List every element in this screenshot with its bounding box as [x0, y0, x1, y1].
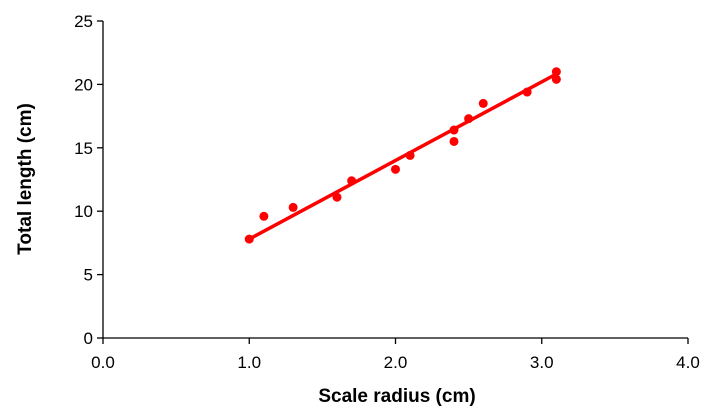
data-point	[449, 136, 459, 146]
x-axis-title: Scale radius (cm)	[318, 386, 475, 407]
data-point	[405, 150, 415, 160]
data-point	[551, 74, 561, 84]
data-point	[332, 192, 342, 202]
data-point	[522, 87, 532, 97]
y-tick-label: 15	[74, 139, 93, 158]
data-points	[244, 67, 561, 244]
x-tick-label: 3.0	[530, 353, 554, 372]
data-point	[259, 211, 269, 221]
x-tick-label: 2.0	[384, 353, 408, 372]
x-tick-label: 0.0	[91, 353, 115, 372]
data-point	[347, 176, 357, 186]
y-tick-label: 5	[84, 266, 93, 285]
x-tick-label: 4.0	[676, 353, 700, 372]
data-point	[391, 164, 400, 174]
trendline-group	[247, 72, 559, 241]
trendline	[247, 72, 559, 241]
y-tick-label: 0	[84, 329, 93, 348]
data-point	[244, 234, 254, 244]
axes	[97, 20, 689, 344]
data-point	[288, 202, 298, 212]
y-tick-label: 20	[74, 75, 93, 94]
data-point	[449, 125, 459, 135]
y-tick-label: 25	[74, 12, 93, 31]
data-point	[551, 67, 561, 77]
data-point	[478, 98, 488, 108]
data-point	[464, 114, 474, 124]
y-axis-title: Total length (cm)	[15, 103, 36, 255]
y-tick-label: 10	[74, 202, 93, 221]
tick-labels: 0 5 10 15 20 25 0.0 1.0 2.0 3.0 4.0	[74, 12, 700, 372]
x-tick-label: 1.0	[237, 353, 261, 372]
